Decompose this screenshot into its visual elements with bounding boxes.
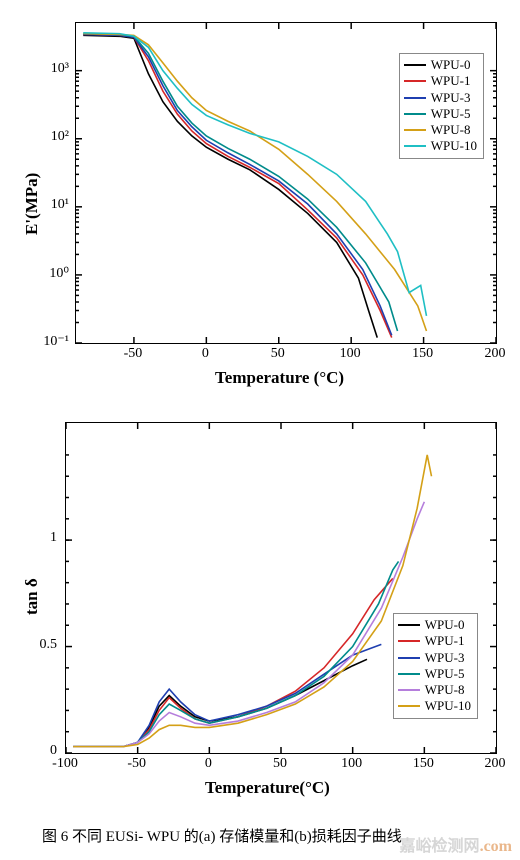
xlabel-b: Temperature(°C) (205, 778, 330, 798)
legend: WPU-0WPU-1WPU-3WPU-5WPU-8WPU-10 (399, 53, 484, 159)
plot-frame-a: WPU-0WPU-1WPU-3WPU-5WPU-8WPU-10 (75, 22, 497, 344)
xlabel-a: Temperature (°C) (215, 368, 344, 388)
ylabel-a: E'(MPa) (22, 173, 42, 235)
watermark-text: 嘉峪检测网 (400, 838, 480, 855)
watermark: 嘉峪检测网.com (400, 832, 512, 856)
panel-a: (a) WPU-0WPU-1WPU-3WPU-5WPU-8WPU-10 E'(M… (0, 0, 520, 400)
legend: WPU-0WPU-1WPU-3WPU-5WPU-8WPU-10 (393, 613, 478, 719)
plot-frame-b: WPU-0WPU-1WPU-3WPU-5WPU-8WPU-10 (65, 422, 497, 754)
ylabel-b: tan δ (22, 578, 42, 615)
watermark-com: .com (480, 838, 512, 855)
panel-b: (b) WPU-0WPU-1WPU-3WPU-5WPU-8WPU-10 tan … (0, 400, 520, 810)
